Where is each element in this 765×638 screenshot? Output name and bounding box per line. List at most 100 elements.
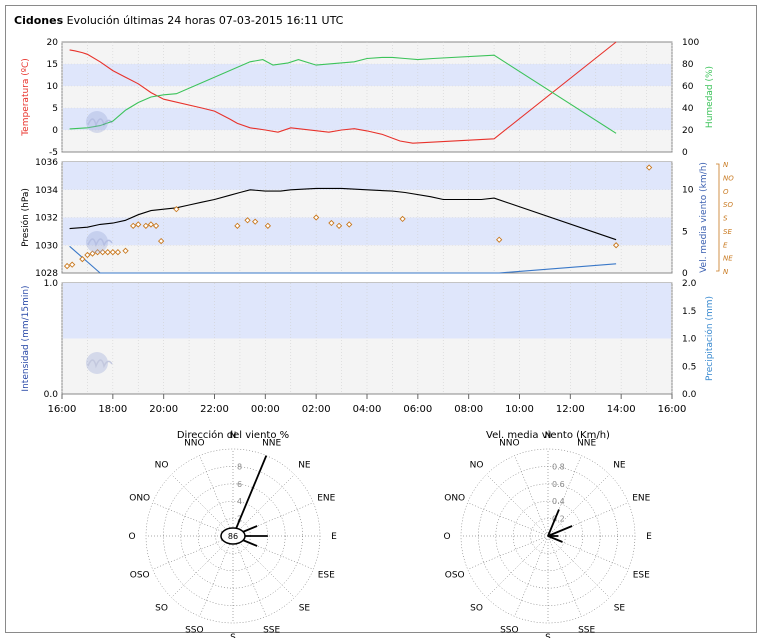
polar-spoke — [547, 474, 610, 537]
wind-dir-marker — [313, 214, 320, 221]
y-tick-temp-humidity: -5 — [49, 148, 58, 158]
wind-dir-marker — [157, 237, 165, 245]
wind-dir-marker — [99, 249, 106, 256]
polar-dir-label: NNE — [262, 439, 281, 449]
wind-dir-marker — [109, 249, 116, 256]
x-tick-label: 18:00 — [98, 404, 127, 415]
wind-dir-marker — [122, 247, 129, 254]
wind-dir-marker — [234, 222, 241, 229]
y2-tick-temp-humidity: 0 — [682, 148, 688, 158]
polar-spoke — [467, 535, 549, 570]
polar-dir-label: SSO — [185, 625, 204, 635]
x-tick-label: 12:00 — [556, 404, 585, 415]
polar-ring — [495, 483, 601, 589]
x-tick-label: 16:00 — [658, 404, 687, 415]
y-tick-pressure-wind: 1036 — [35, 158, 58, 168]
polar-dir-label: S — [230, 633, 236, 638]
logo-circle — [86, 352, 108, 374]
y-tick-pressure-wind: 1034 — [35, 186, 58, 196]
polar-ring — [512, 500, 584, 572]
polar-value-bar — [547, 525, 573, 537]
polar-ring — [530, 518, 566, 554]
polar-value-bar — [232, 455, 268, 537]
polar-spoke — [547, 535, 629, 570]
wind-dir-marker — [328, 219, 335, 227]
band-pressure-wind-0 — [63, 162, 671, 190]
polar-spoke — [152, 502, 234, 537]
polar-spoke — [199, 455, 234, 537]
x-tick-label: 02:00 — [302, 404, 331, 415]
wind-dir-marker — [142, 222, 150, 229]
polar-spoke — [547, 455, 582, 537]
polar-dir-label: NNO — [184, 439, 205, 449]
wind-dir-marker — [645, 164, 653, 171]
polar-dir-label: SO — [470, 603, 483, 613]
polar-ring-label: 8 — [237, 462, 242, 471]
wind-dir-marker — [94, 249, 101, 256]
y2-tick-precipitation: 1.0 — [682, 335, 697, 345]
pressure-line — [69, 187, 617, 241]
polar-spoke — [486, 535, 549, 598]
y2-tick-temp-humidity: 60 — [682, 82, 694, 92]
polar-dir-label: S — [545, 633, 551, 638]
chart-header: Cidones Evolución últimas 24 horas 07-03… — [14, 14, 343, 27]
polar-dir-label: SSO — [500, 625, 519, 635]
wind-dir-marker — [399, 215, 406, 223]
wind-dir-marker — [63, 262, 71, 270]
polar-dir-label: N — [230, 431, 237, 441]
y-tick-pressure-wind: 1028 — [35, 269, 58, 279]
wind-dir-marker — [79, 255, 86, 263]
polar-dir-label: NO — [470, 461, 484, 471]
logo-wave — [87, 118, 113, 128]
wind-dir-label: SE — [723, 228, 732, 236]
polar-spoke — [232, 535, 295, 598]
polar-value-bar — [547, 509, 560, 537]
polar-ring — [145, 448, 321, 624]
x-tick-label: 06:00 — [403, 404, 432, 415]
polar-spoke — [547, 535, 610, 598]
polar-dir-label: ENE — [317, 493, 335, 503]
wind-dir-label: NE — [723, 255, 733, 263]
y-tick-temp-humidity: 5 — [52, 104, 58, 114]
station-name: Cidones — [14, 14, 64, 27]
wind-dir-label: E — [723, 241, 728, 249]
polar-spoke — [232, 535, 267, 617]
polar-dir-label: NO — [155, 461, 169, 471]
polar-dir-label: ONO — [129, 493, 150, 503]
polar-center — [220, 527, 246, 545]
polar-dir-label: E — [331, 532, 337, 542]
polar-dir-label: SSE — [263, 625, 280, 635]
wind-dir-label: SO — [723, 201, 733, 209]
polar-dir-label: NE — [613, 461, 626, 471]
wind-dir-marker — [147, 221, 155, 228]
y2-tick-temp-humidity: 40 — [682, 104, 694, 114]
x-tick-label: 16:00 — [48, 404, 77, 415]
y-axis-label-pressure-wind: Presión (hPa) — [20, 188, 31, 247]
y-tick-pressure-wind: 1032 — [35, 214, 58, 224]
polar-center-label: 86 — [228, 532, 238, 541]
polar-spoke — [547, 502, 629, 537]
polar-spoke — [232, 535, 314, 570]
polar-ring-label: 0.2 — [552, 515, 565, 524]
y2-tick-pressure-wind: 10 — [682, 186, 694, 196]
polar-spoke — [232, 474, 295, 537]
wind-dir-marker — [114, 249, 122, 256]
polar-ring-label: 0.6 — [552, 480, 565, 489]
wind-dir-marker — [84, 251, 91, 259]
wind-dir-bracket — [716, 163, 720, 272]
y-tick-temp-humidity: 15 — [47, 60, 58, 70]
polar-dir-label: NNE — [577, 439, 596, 449]
polar-spoke — [199, 535, 234, 617]
polar-value-bar — [547, 535, 563, 543]
wind-dir-marker — [496, 236, 503, 243]
wind-dir-marker — [69, 261, 76, 268]
polar-dir-label: OSO — [130, 571, 150, 581]
y-tick-pressure-wind: 1030 — [35, 241, 58, 251]
polar-dir-label: N — [545, 431, 552, 441]
y2-tick-precipitation: 1.5 — [682, 307, 696, 317]
polar-dir-label: SE — [299, 603, 311, 613]
y2-tick-precipitation: 0.5 — [682, 362, 696, 372]
wind-dir-marker — [252, 218, 259, 225]
y-tick-precipitation: 1.0 — [44, 279, 59, 289]
